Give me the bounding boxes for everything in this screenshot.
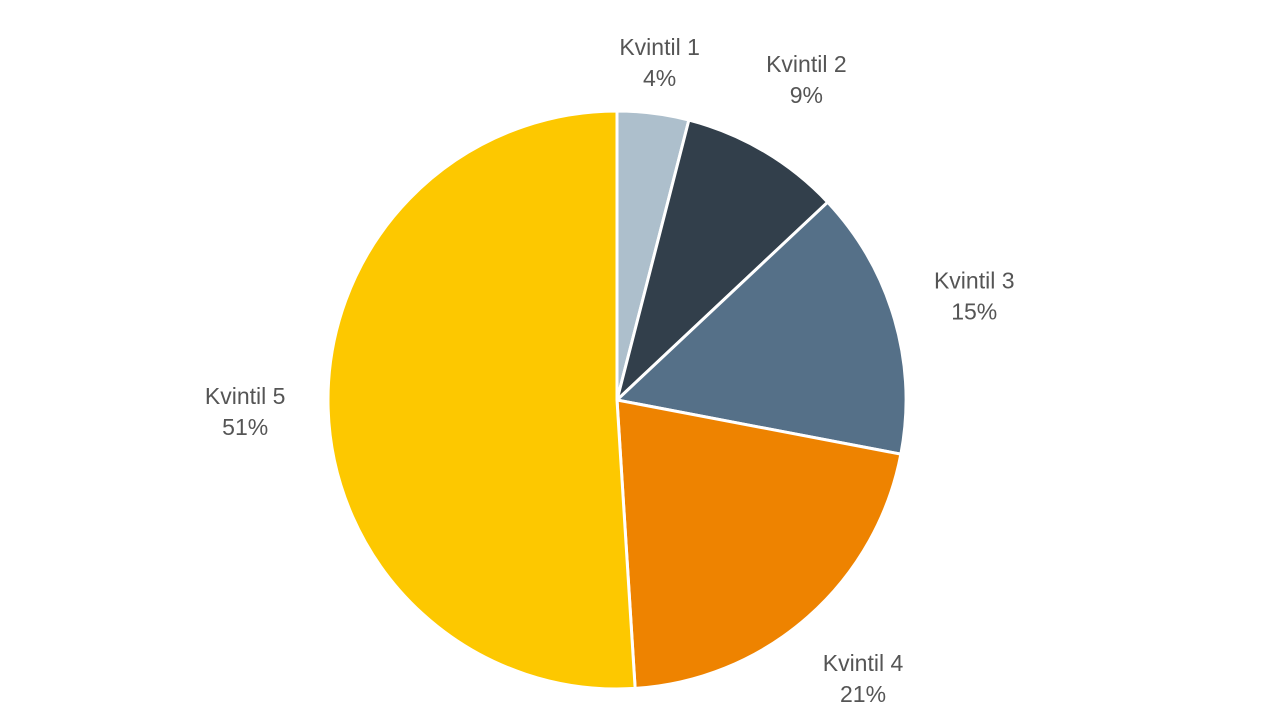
pie-slice — [614, 118, 830, 405]
slice-label: Kvintil 4 — [823, 650, 904, 676]
slice-label: Kvintil 5 — [205, 383, 286, 409]
slice-label: Kvintil 2 — [766, 51, 847, 77]
pie-slice — [615, 398, 903, 691]
pie-slice — [613, 200, 908, 456]
slice-label: Kvintil 3 — [934, 267, 1015, 293]
slice-value-label: 4% — [643, 65, 676, 91]
slice-value-label: 15% — [951, 298, 997, 324]
slice-value-label: 51% — [222, 414, 268, 440]
slice-value-label: 21% — [840, 681, 886, 707]
pie-slice — [326, 109, 637, 691]
slice-value-label: 9% — [790, 82, 823, 108]
slice-label: Kvintil 1 — [619, 34, 700, 60]
